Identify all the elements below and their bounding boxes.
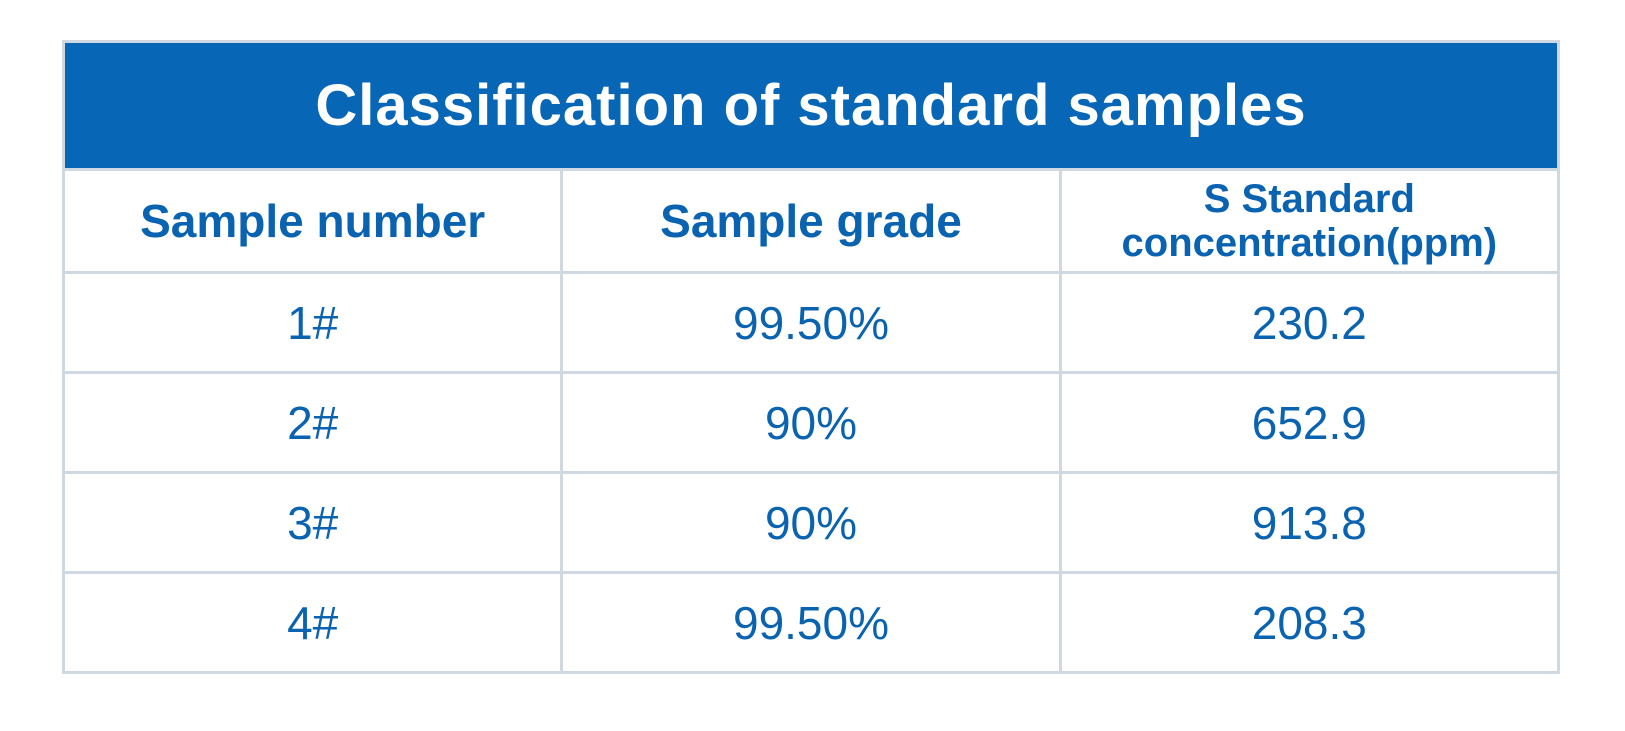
header-sample-grade: Sample grade — [560, 171, 1058, 271]
cell-sample-number: 3# — [287, 496, 339, 549]
table-row: 2# 90% 652.9 — [65, 371, 1557, 471]
cell-concentration: 913.8 — [1058, 474, 1557, 571]
table-title: Classification of standard samples — [65, 43, 1557, 168]
sample-classification-table: Classification of standard samples Sampl… — [62, 40, 1560, 674]
cell-sample-number: 2# — [287, 396, 339, 449]
table-row: 4# 99.50% 208.3 — [65, 571, 1557, 671]
table-header-row: Sample number Sample grade S Standard co… — [65, 168, 1557, 271]
cell-sample-grade: 90% — [560, 474, 1058, 571]
table-row: 3# 90% 913.8 — [65, 471, 1557, 571]
header-s-standard-line2: concentration(ppm) — [1121, 221, 1498, 265]
cell-sample-grade: 99.50% — [560, 274, 1058, 371]
cell-sample-number: 4# — [287, 596, 339, 649]
header-sample-number: Sample number — [140, 195, 486, 247]
cell-concentration: 230.2 — [1058, 274, 1557, 371]
header-s-standard-line1: S Standard — [1203, 177, 1415, 221]
header-s-standard-concentration: S Standard concentration(ppm) — [1058, 171, 1557, 271]
table-row: 1# 99.50% 230.2 — [65, 271, 1557, 371]
cell-sample-number: 1# — [287, 296, 339, 349]
cell-concentration: 208.3 — [1058, 574, 1557, 671]
cell-sample-grade: 99.50% — [560, 574, 1058, 671]
cell-concentration: 652.9 — [1058, 374, 1557, 471]
cell-sample-grade: 90% — [560, 374, 1058, 471]
